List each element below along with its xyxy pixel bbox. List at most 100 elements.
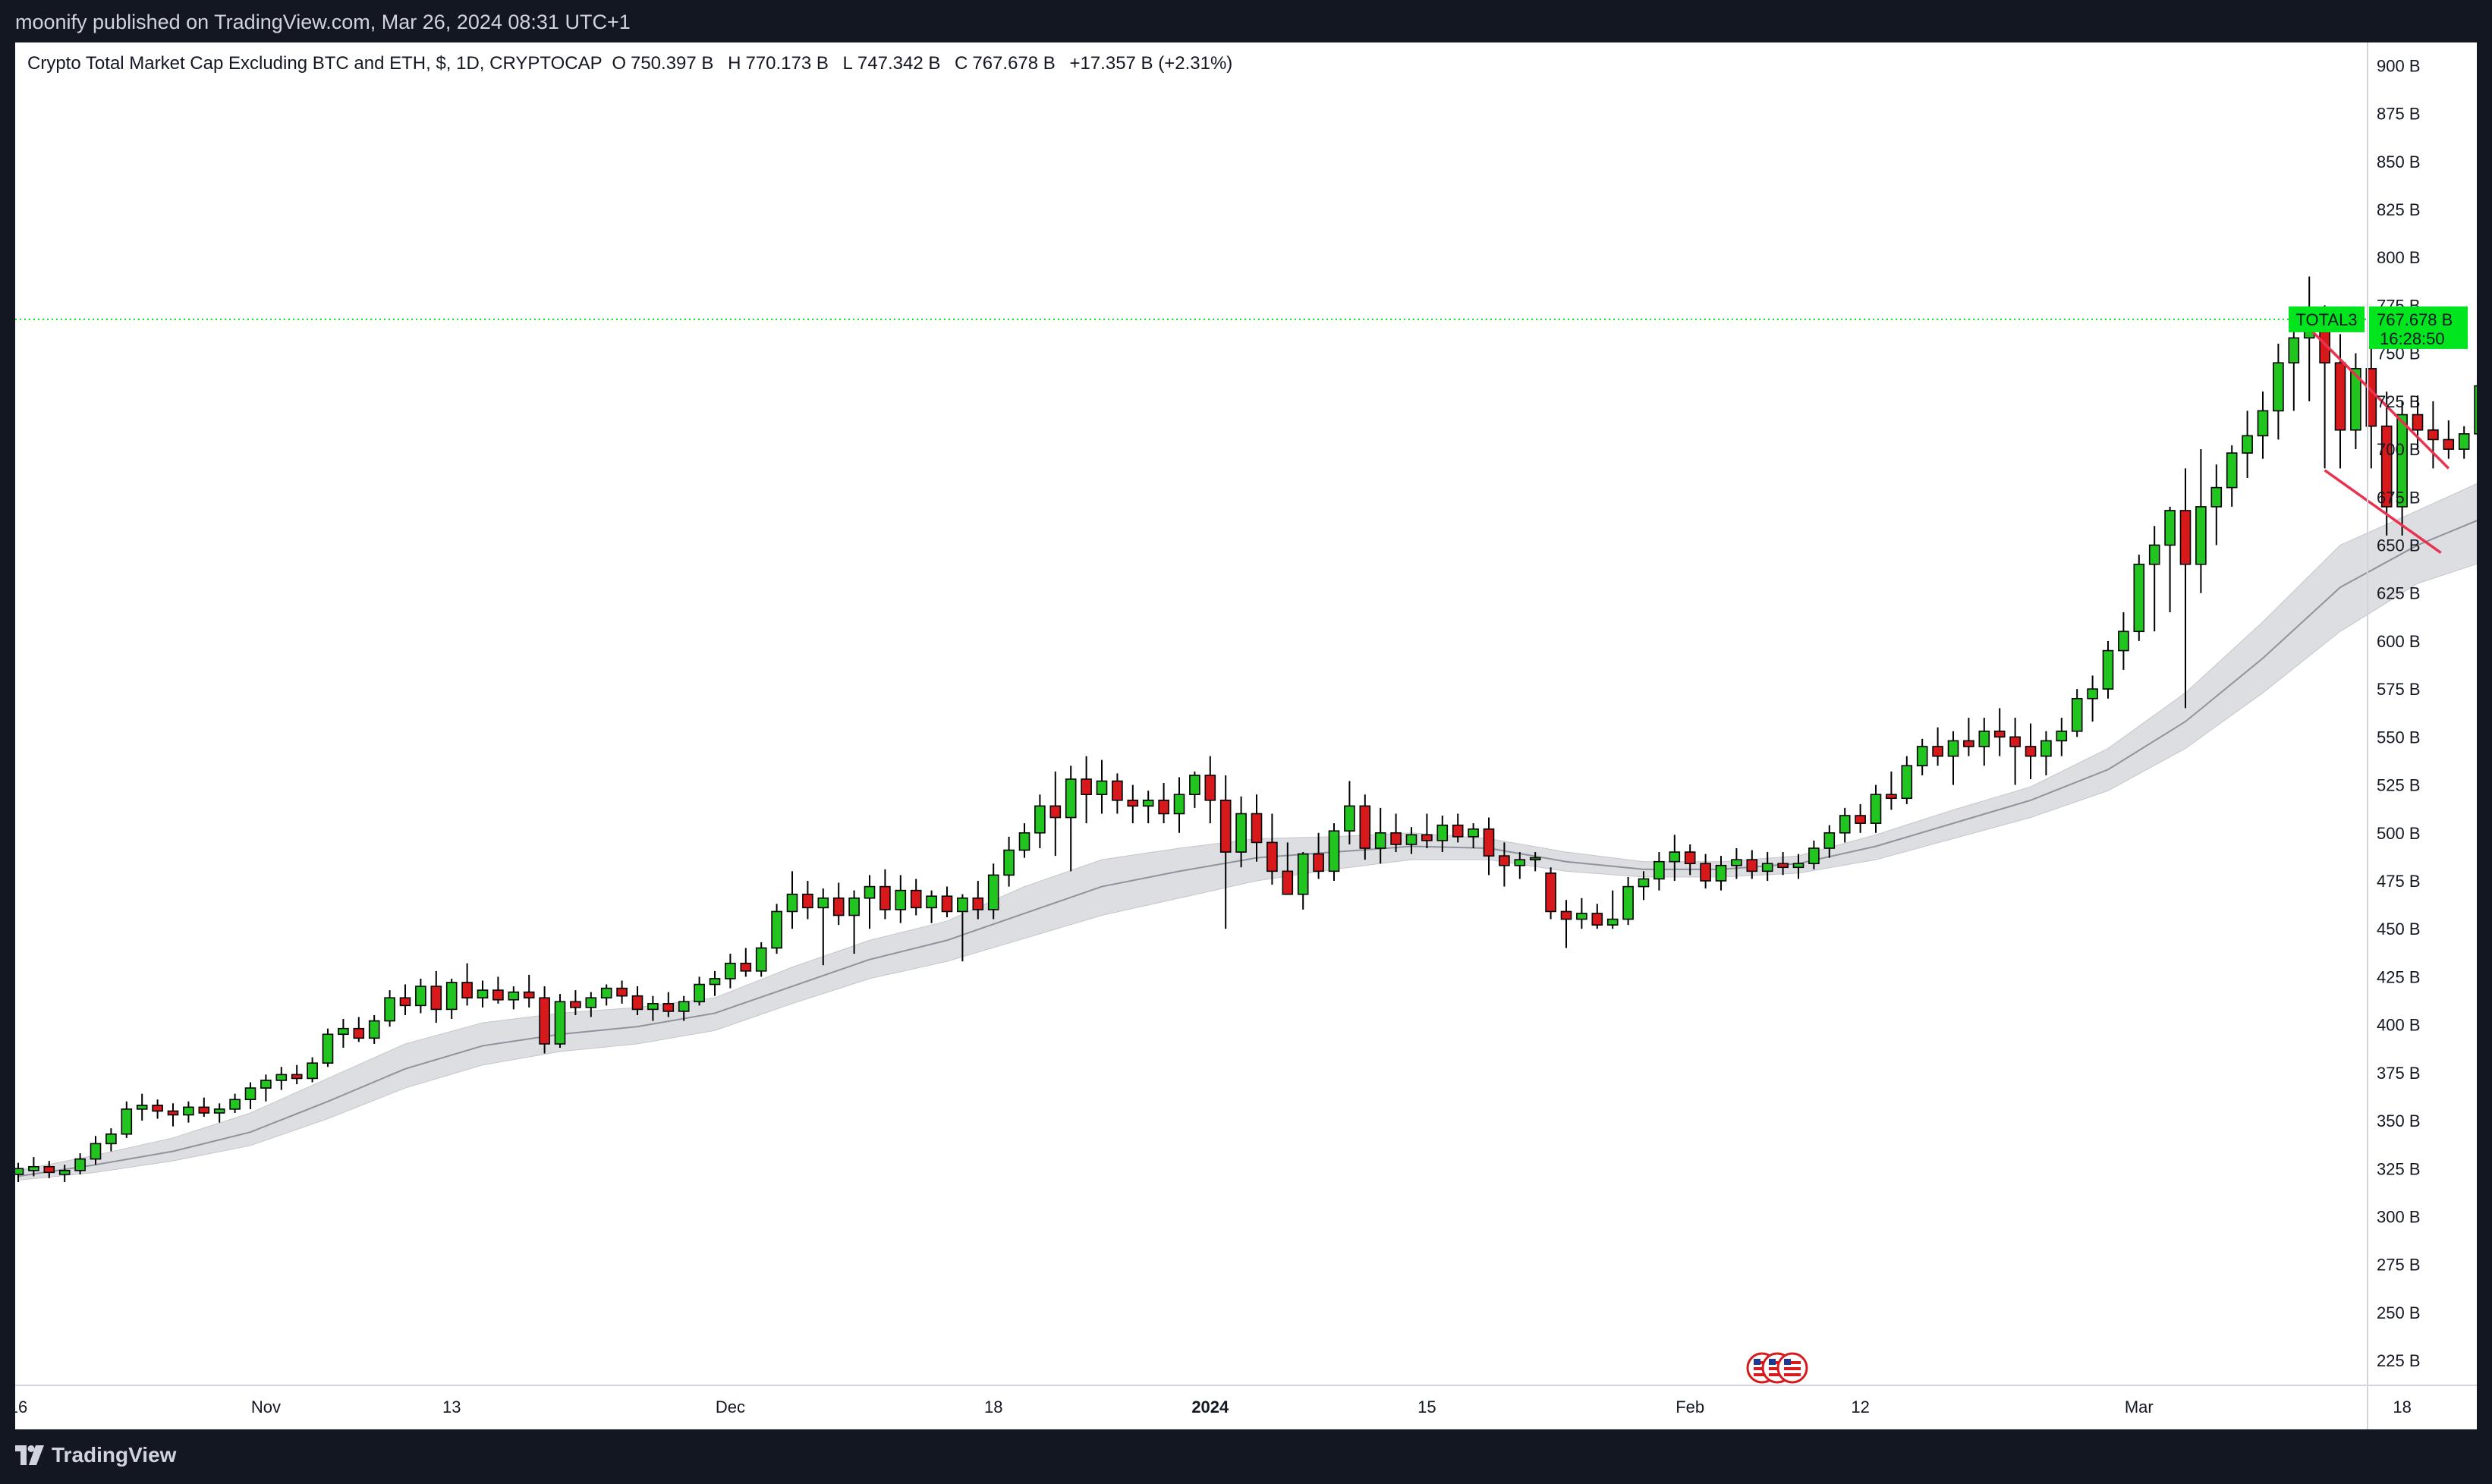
candle-body — [2427, 429, 2439, 441]
candle — [2056, 718, 2068, 756]
candle — [183, 1101, 194, 1123]
candle-body — [2071, 697, 2083, 732]
candle-body — [58, 1170, 71, 1175]
candle — [15, 1162, 24, 1182]
candle-body — [275, 1074, 288, 1081]
candle — [1901, 756, 1913, 804]
candle-body — [15, 1168, 24, 1175]
candle-body — [1529, 857, 1541, 860]
candle-body — [941, 895, 953, 913]
candle-body — [570, 1001, 581, 1008]
publish-bar: moonify published on TradingView.com, Ma… — [0, 0, 2492, 42]
candle-body — [786, 893, 798, 913]
candle — [74, 1153, 86, 1174]
legend-high-value: 770.173 B — [745, 53, 829, 74]
candle — [1499, 842, 1510, 887]
candle-body — [1700, 863, 1711, 882]
candle — [2133, 555, 2145, 641]
candle — [2118, 612, 2129, 670]
candle-body — [2040, 740, 2052, 757]
candle-body — [152, 1105, 163, 1112]
candle-body — [1452, 824, 1464, 838]
candle-body — [1993, 730, 2006, 738]
candle-body — [1777, 863, 1789, 869]
candle — [600, 984, 612, 1006]
candle-body — [508, 991, 520, 1001]
candle — [2009, 718, 2021, 785]
candle-body — [725, 962, 736, 979]
candle — [554, 994, 566, 1048]
candle-body — [709, 978, 721, 986]
candle-body — [2350, 368, 2361, 431]
candle-body — [910, 889, 922, 909]
candle — [1344, 781, 1355, 844]
candle — [817, 888, 829, 966]
candle-body — [2102, 649, 2114, 690]
candle-body — [43, 1165, 55, 1174]
time-tick-label: Dec — [716, 1398, 745, 1416]
candle-body — [90, 1143, 102, 1160]
price-tag-bg — [2369, 306, 2468, 349]
candle-body — [1405, 834, 1417, 845]
candle — [987, 863, 999, 920]
candle — [445, 978, 458, 1020]
candle — [2273, 343, 2284, 440]
candle-body — [2179, 510, 2192, 565]
candle — [1684, 844, 1696, 876]
candle — [415, 978, 426, 1014]
candle-body — [1483, 828, 1495, 857]
candle — [121, 1101, 133, 1138]
candle — [1112, 773, 1123, 814]
candle — [2288, 319, 2300, 411]
legend-low-value: 747.342 B — [857, 53, 941, 74]
time-tick-label: 12 — [1851, 1398, 1869, 1416]
candle — [2025, 723, 2037, 779]
legend-title: Crypto Total Market Cap Excluding BTC an… — [27, 53, 603, 74]
candle-body — [631, 995, 643, 1011]
candle — [1204, 756, 1216, 824]
candle — [2474, 385, 2477, 435]
candle-body — [1886, 794, 1897, 800]
price-tick-label: 400 B — [2377, 1016, 2421, 1035]
candle — [1173, 777, 1185, 833]
candle-body — [1978, 730, 1990, 747]
candle-body — [1112, 780, 1123, 801]
candle-body — [1855, 815, 1866, 824]
candle — [2226, 445, 2238, 507]
candle-body — [554, 1001, 566, 1045]
tradingview-logo[interactable]: TradingView — [15, 1443, 176, 1467]
candle — [229, 1093, 241, 1113]
candle-body — [2226, 452, 2238, 489]
candle — [1591, 904, 1603, 929]
candle-body — [1127, 799, 1139, 807]
legend-close: C 767.678 B — [955, 53, 1060, 74]
candle-body — [1839, 815, 1851, 834]
candle-body — [1606, 918, 1619, 926]
candle-body — [864, 885, 876, 899]
candle — [957, 894, 968, 962]
candle-body — [1715, 864, 1727, 882]
candle — [1808, 840, 1820, 869]
candle — [1576, 898, 1587, 929]
legend-open-label: O — [612, 53, 626, 74]
candle — [2303, 276, 2315, 401]
candle-body — [1808, 847, 1820, 865]
candle-body — [1684, 851, 1696, 865]
price-tick-label: 500 B — [2377, 824, 2421, 843]
chart-canvas[interactable]: 225 B 250 B 275 B 300 B 325 B 350 B 375 B 400 B… — [15, 42, 2477, 1429]
time-tick-label: 2024 — [1191, 1398, 1229, 1416]
price-tick-label: 625 B — [2377, 584, 2421, 603]
price-tick-label: 550 B — [2377, 728, 2421, 747]
candle — [1297, 852, 1309, 910]
candle — [1669, 835, 1681, 881]
candle-body — [539, 997, 550, 1045]
candle — [585, 992, 597, 1017]
candle — [1436, 816, 1449, 853]
candle — [1978, 718, 1990, 766]
chart-panel[interactable]: 225 B 250 B 275 B 300 B 325 B 350 B 375 B 400 B… — [15, 42, 2477, 1429]
candle — [740, 948, 752, 977]
candle — [1452, 813, 1464, 843]
candle-body — [694, 983, 705, 1003]
candle-body — [895, 889, 907, 910]
candle-body — [2242, 435, 2253, 454]
